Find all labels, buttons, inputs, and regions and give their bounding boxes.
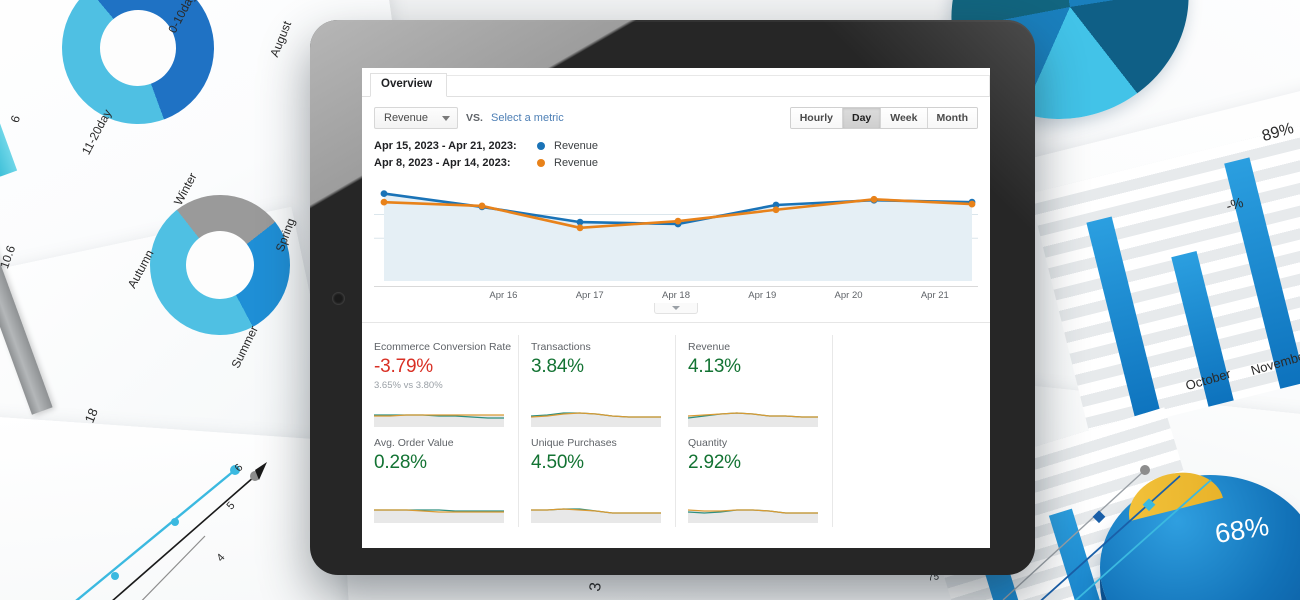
- chart-data-point[interactable]: [478, 202, 486, 210]
- chart-data-point[interactable]: [968, 200, 976, 208]
- metric-card-value: 3.84%: [531, 356, 584, 377]
- vs-label: VS.: [466, 112, 483, 124]
- legend-row: Apr 8, 2023 - Apr 14, 2023: Revenue: [374, 155, 978, 171]
- select-a-metric-link[interactable]: Select a metric: [490, 112, 564, 124]
- granularity-month-button[interactable]: Month: [927, 108, 977, 128]
- metric-card[interactable]: Avg. Order Value 0.28%: [362, 431, 519, 527]
- metric-card-sparkline: [531, 508, 661, 523]
- metric-card-value: 4.13%: [688, 356, 741, 377]
- sparkline-fill: [531, 509, 661, 523]
- x-axis-tick-label: Apr 21: [920, 290, 949, 301]
- chevron-down-icon: [442, 115, 451, 121]
- sparkline-series: [688, 509, 818, 514]
- legend-row: Apr 15, 2023 - Apr 21, 2023: Revenue: [374, 138, 978, 154]
- chart-data-point[interactable]: [380, 198, 388, 206]
- sparkline-fill: [688, 510, 818, 523]
- x-axis-tick-label: Apr 17: [575, 290, 604, 301]
- x-axis-tick-label: Apr 19: [748, 290, 777, 301]
- granularity-toggle-group: Hourly Day Week Month: [789, 107, 978, 129]
- metric-card[interactable]: Unique Purchases 4.50%: [519, 431, 676, 527]
- sparkline-fill: [374, 510, 504, 523]
- sparkline-series: [374, 509, 504, 513]
- metric-card-title: Transactions: [531, 341, 591, 353]
- x-axis-tick-label: Apr 18: [661, 290, 690, 301]
- chart-collapse-button[interactable]: [654, 303, 698, 314]
- metric-card-sparkline: [374, 509, 504, 523]
- metric-card-comparison: 3.65% vs 3.80%: [374, 380, 443, 391]
- tab-bar: Overview: [362, 68, 990, 97]
- chart-data-point[interactable]: [674, 217, 682, 225]
- metric-card-value: 2.92%: [688, 452, 741, 473]
- chart-data-point[interactable]: [380, 190, 388, 197]
- x-axis-tick-label: Apr 16: [489, 290, 518, 301]
- metric-card-title: Revenue: [688, 341, 731, 353]
- sparkline-series: [374, 414, 504, 419]
- tablet-device: Overview Revenue VS. Select a metric Hou…: [310, 20, 1035, 575]
- metric-card-empty: [833, 335, 990, 431]
- metric-card[interactable]: Ecommerce Conversion Rate -3.79% 3.65% vs …: [362, 335, 519, 431]
- legend-color-dot: [537, 159, 545, 167]
- metric-cards-grid: Ecommerce Conversion Rate -3.79% 3.65% vs …: [362, 323, 990, 527]
- legend-date-range: Apr 8, 2023 - Apr 14, 2023:: [374, 157, 511, 169]
- analytics-dashboard-screen: Overview Revenue VS. Select a metric Hou…: [362, 68, 990, 548]
- metric-card-title: Unique Purchases: [531, 437, 617, 449]
- chart-data-point[interactable]: [772, 206, 780, 214]
- chart-data-point[interactable]: [576, 224, 584, 232]
- metric-card-title: Ecommerce Conversion Rate: [374, 341, 512, 353]
- legend-series-name: Revenue: [554, 140, 599, 152]
- metric-card-empty: [833, 431, 990, 527]
- chart-data-point[interactable]: [772, 201, 780, 209]
- tab-empty-area: [447, 75, 990, 97]
- chart-x-axis: Apr 16 Apr 17 Apr 18 Apr 19 Apr 20 Apr 21: [374, 286, 978, 301]
- metric-card[interactable]: Revenue 4.13%: [676, 335, 833, 431]
- tab-overview[interactable]: Overview: [370, 73, 448, 97]
- metric-card[interactable]: Transactions 3.84%: [519, 335, 676, 431]
- chart-controls-row: Revenue VS. Select a metric Hourly Day Wee…: [362, 97, 990, 135]
- sparkline-series: [531, 412, 661, 418]
- chart-data-point[interactable]: [870, 195, 878, 203]
- metric-card[interactable]: Quantity 2.92%: [676, 431, 833, 527]
- legend-color-dot: [537, 142, 545, 150]
- legend-series-name: Revenue: [554, 157, 599, 169]
- granularity-day-button[interactable]: Day: [842, 108, 882, 128]
- section-divider: [362, 322, 990, 323]
- metric-card-value: -3.79%: [374, 356, 434, 377]
- granularity-hourly-button[interactable]: Hourly: [790, 108, 843, 128]
- bg-blue-bar: [1086, 216, 1162, 425]
- sparkline-series: [374, 414, 504, 417]
- bg-network-lines: [1002, 465, 1212, 600]
- bg-network-lines: [75, 462, 267, 600]
- revenue-line-chart[interactable]: [362, 174, 990, 286]
- metric-card-sparkline: [374, 414, 504, 427]
- legend-date-range: Apr 15, 2023 - Apr 21, 2023:: [374, 140, 517, 152]
- granularity-week-button[interactable]: Week: [881, 108, 928, 128]
- line-chart-svg: [374, 190, 978, 281]
- chart-data-points: [380, 190, 976, 232]
- metric-select-dropdown[interactable]: Revenue: [374, 107, 459, 129]
- sparkline-series: [688, 412, 818, 418]
- metric-card-title: Quantity: [688, 437, 728, 449]
- tablet-camera-icon: [332, 292, 345, 305]
- sparkline-series: [531, 508, 661, 514]
- metric-card-value: 4.50%: [531, 452, 584, 473]
- metric-card-title: Avg. Order Value: [374, 437, 454, 449]
- chevron-down-icon: [672, 306, 680, 310]
- x-axis-tick-label: Apr 20: [834, 290, 863, 301]
- chart-data-point[interactable]: [576, 218, 584, 226]
- sparkline-fill: [531, 413, 661, 427]
- metric-card-sparkline: [688, 412, 818, 427]
- sparkline-fill: [374, 415, 504, 427]
- metric-card-sparkline: [688, 509, 818, 523]
- metric-card-value: 0.28%: [374, 452, 427, 473]
- chart-legend: Apr 15, 2023 - Apr 21, 2023: Revenue Apr 8…: [362, 135, 990, 174]
- metric-select-value: Revenue: [384, 112, 429, 124]
- metric-card-sparkline: [531, 412, 661, 427]
